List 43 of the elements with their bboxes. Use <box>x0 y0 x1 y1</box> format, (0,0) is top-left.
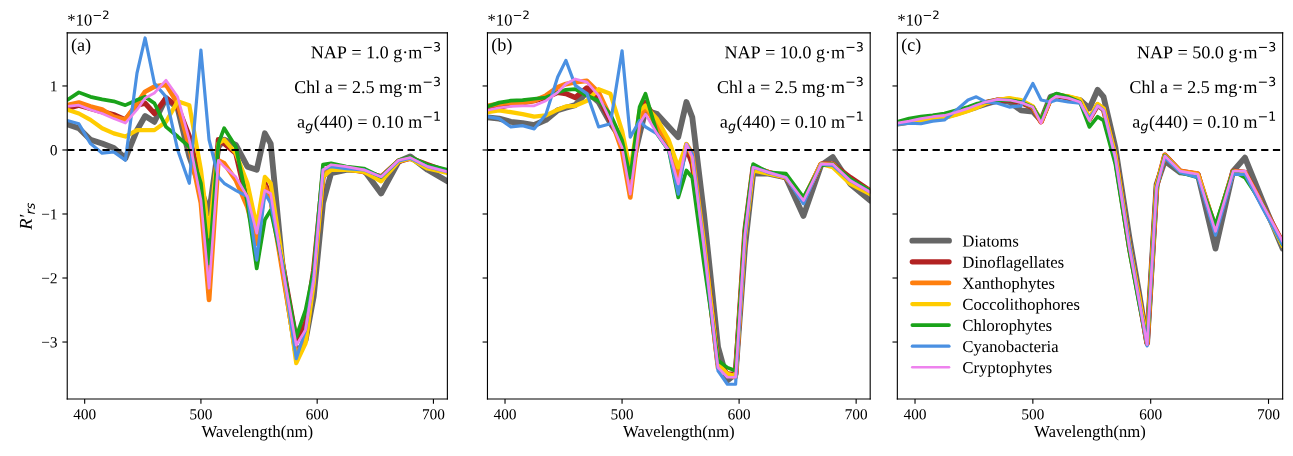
x-tick-label: 400 <box>903 409 926 420</box>
x-tick-label: 700 <box>1258 409 1280 420</box>
text: *10$^{−2}$ <box>68 10 109 26</box>
y-tick-label: −2 <box>42 273 57 284</box>
legend-label: Cyanobacteria <box>963 340 1059 356</box>
y-axis-title: R′$_{rs}$ <box>19 202 35 230</box>
x-tick-label: 500 <box>190 409 212 420</box>
x-tick-label: 700 <box>845 409 868 420</box>
annotation: a$_{g}$(440) = 0.10 m$^{−1}$ <box>720 111 863 134</box>
legend-label: Xanthophytes <box>962 277 1055 293</box>
annotation: NAP = 1.0 g·m$^{−3}$ <box>311 41 441 63</box>
text: *10$^{−2}$ <box>488 10 529 26</box>
legend-label: Coccolithophores <box>963 298 1080 314</box>
x-axis-title: Wavelength(nm) <box>201 425 313 441</box>
x-tick-label: 700 <box>422 409 445 420</box>
x-axis-title: Wavelength(nm) <box>1034 425 1146 441</box>
legend-label: Cryptophytes <box>963 361 1052 377</box>
y-tick-label: 1 <box>51 81 57 92</box>
legend-label: Dinoflagellates <box>962 255 1064 272</box>
legend-label: Diatoms <box>962 235 1019 247</box>
annotation: a$_{g}$(440) = 0.10 m$^{−1}$ <box>1132 111 1276 134</box>
text: *10$^{−2}$ <box>898 10 939 26</box>
x-tick-label: 500 <box>611 409 633 420</box>
x-tick-label: 400 <box>493 409 516 420</box>
x-tick-label: 500 <box>1022 409 1044 420</box>
annotation: Chl a = 2.5 mg·m$^{−3}$ <box>294 76 440 97</box>
annotation: a$_{g}$(440) = 0.10 m$^{−1}$ <box>297 111 440 134</box>
x-tick-label: 600 <box>1139 409 1162 420</box>
legend-label: Chlorophytes <box>963 319 1052 335</box>
y-tick-label: −1 <box>42 209 57 220</box>
annotation: (c) <box>901 38 921 55</box>
y-tick-label: 0 <box>50 145 57 156</box>
annotation: NAP = 10.0 g·m$^{−3}$ <box>725 41 863 63</box>
y-tick-label: −3 <box>42 337 57 348</box>
annotation: Chl a = 2.5 mg·m$^{−3}$ <box>1130 76 1276 97</box>
annotation: (b) <box>492 38 512 55</box>
x-tick-label: 600 <box>728 409 750 420</box>
annotation: NAP = 50.0 g·m$^{−3}$ <box>1137 41 1276 63</box>
x-tick-label: 400 <box>73 409 96 420</box>
x-axis-title: Wavelength(nm) <box>623 425 734 441</box>
x-tick-label: 600 <box>306 409 329 420</box>
annotation: (a) <box>71 38 91 55</box>
annotation: Chl a = 2.5 mg·m$^{−3}$ <box>717 76 863 97</box>
